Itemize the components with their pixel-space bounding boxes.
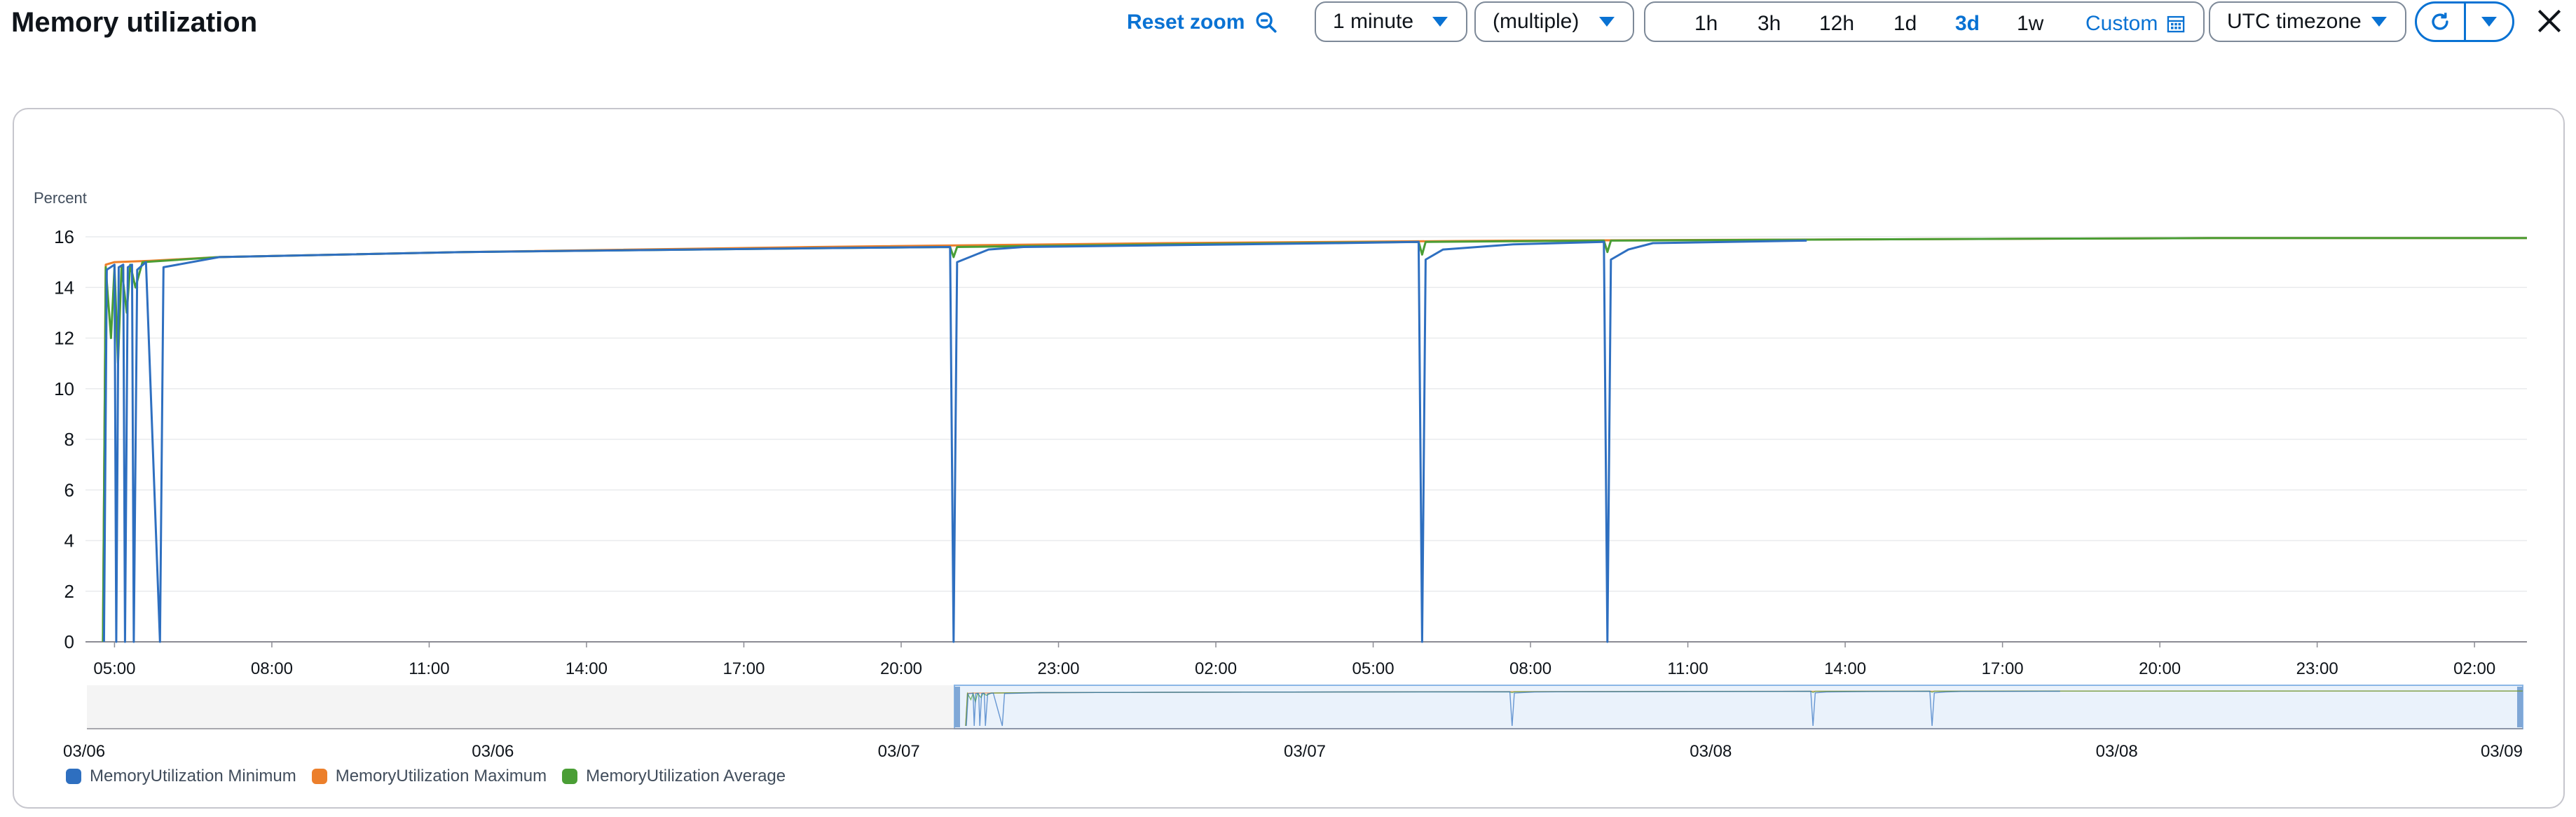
chart-panel — [13, 108, 2565, 809]
page-title: Memory utilization — [11, 7, 258, 38]
range-option-1d[interactable]: 1d — [1893, 12, 1917, 35]
zoom-out-icon — [1256, 12, 1277, 33]
statistic-value: (multiple) — [1493, 10, 1580, 33]
close-icon[interactable] — [2534, 6, 2565, 36]
time-range-selector: 1h 3h 12h 1d 3d 1w Custom — [1644, 1, 2205, 42]
refresh-icon — [2432, 13, 2448, 30]
legend-item-minimum[interactable]: MemoryUtilization Minimum — [66, 767, 296, 786]
range-option-12h[interactable]: 12h — [1819, 12, 1855, 35]
range-option-custom[interactable]: Custom — [2085, 12, 2186, 36]
legend-item-maximum[interactable]: MemoryUtilization Maximum — [311, 767, 547, 786]
period-value: 1 minute — [1333, 10, 1414, 33]
refresh-split-button — [2415, 1, 2514, 42]
range-option-3h[interactable]: 3h — [1758, 12, 1781, 35]
legend-swatch — [311, 769, 327, 784]
legend-item-average[interactable]: MemoryUtilization Average — [562, 767, 786, 786]
range-option-3d[interactable]: 3d — [1955, 12, 1980, 35]
reset-zoom-label: Reset zoom — [1127, 11, 1245, 34]
custom-label: Custom — [2085, 12, 2158, 35]
statistic-dropdown[interactable]: (multiple) — [1474, 1, 1634, 42]
period-dropdown[interactable]: 1 minute — [1315, 1, 1467, 42]
caret-down-icon — [1599, 17, 1615, 27]
chart-legend: MemoryUtilization Minimum MemoryUtilizat… — [66, 767, 786, 786]
legend-label: MemoryUtilization Average — [586, 767, 786, 785]
legend-label: MemoryUtilization Minimum — [90, 767, 296, 785]
range-option-1h[interactable]: 1h — [1694, 12, 1718, 35]
calendar-icon — [2167, 15, 2185, 33]
caret-down-icon — [1432, 17, 1448, 27]
caret-down-icon — [2481, 17, 2497, 27]
caret-down-icon — [2371, 17, 2387, 27]
split-divider — [2463, 4, 2466, 40]
refresh-button[interactable] — [2417, 4, 2464, 40]
refresh-options-button[interactable] — [2466, 4, 2513, 40]
legend-label: MemoryUtilization Maximum — [335, 767, 547, 785]
timezone-dropdown[interactable]: UTC timezone — [2209, 1, 2406, 42]
legend-swatch — [66, 769, 81, 784]
timezone-value: UTC timezone — [2227, 10, 2362, 33]
legend-swatch — [562, 769, 578, 784]
reset-zoom-button[interactable]: Reset zoom — [1127, 7, 1278, 38]
range-option-1w[interactable]: 1w — [2017, 12, 2044, 35]
